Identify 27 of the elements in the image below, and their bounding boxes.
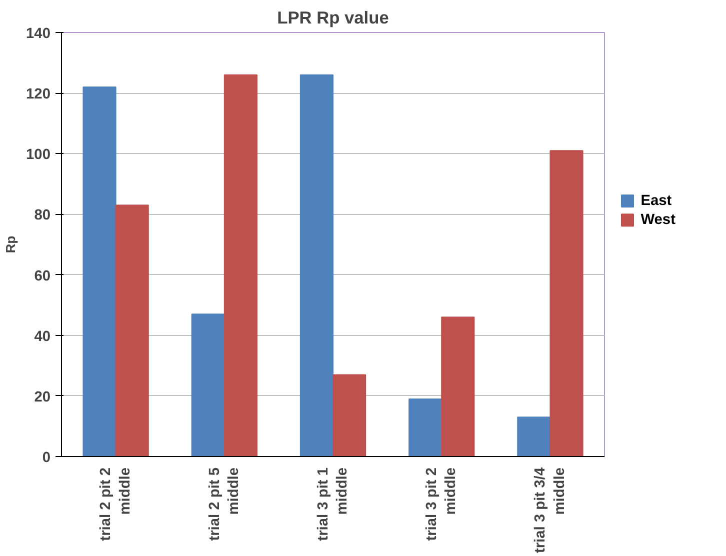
y-axis-title: Rp: [3, 236, 18, 254]
bar: [332, 374, 366, 456]
bar: [82, 86, 116, 456]
legend-label: East: [640, 193, 672, 210]
x-tick-label: trial 2 pit 5 middle: [206, 467, 242, 541]
y-tick-label: 60: [34, 268, 51, 284]
bar: [517, 416, 551, 456]
bar: [408, 398, 442, 456]
bar: [550, 150, 584, 456]
x-tick-label: trial 2 pit 2 middle: [98, 467, 134, 541]
y-tick-label: 120: [26, 86, 51, 103]
bar: [191, 314, 225, 456]
y-tick-label: 140: [26, 26, 51, 42]
chart-title: LPR Rp value: [277, 8, 390, 28]
y-tick-label: 0: [42, 450, 51, 466]
legend-label: West: [640, 212, 676, 228]
y-tick-label: 20: [34, 389, 51, 406]
bar: [300, 74, 334, 456]
y-tick-label: 40: [34, 328, 51, 345]
bar: [441, 316, 475, 456]
bar: [115, 204, 149, 456]
x-tick-label: trial 3 pit 1 middle: [315, 467, 351, 541]
bar: [224, 74, 258, 456]
y-tick-label: 80: [34, 208, 51, 224]
x-tick-label: trial 3 pit 2 middle: [424, 467, 460, 541]
y-tick-label: 100: [26, 147, 51, 164]
x-tick-label: trial 3 pit 3/4 middle: [532, 466, 568, 554]
